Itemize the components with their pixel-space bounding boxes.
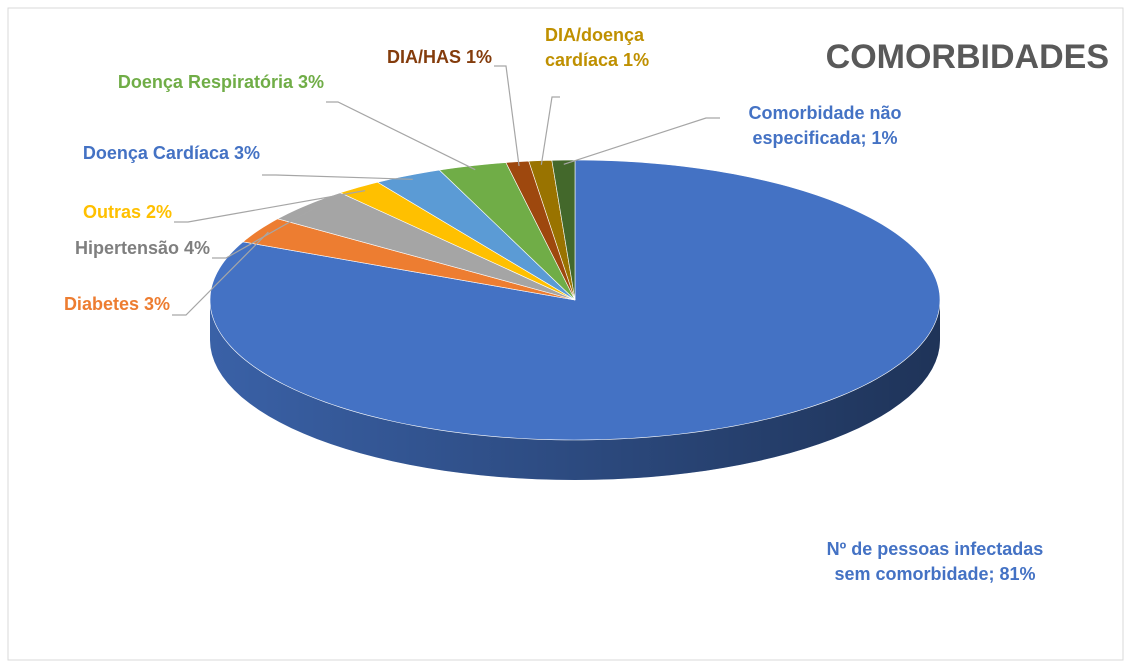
leader-line	[212, 207, 316, 259]
pie-slice: Outras	[339, 181, 576, 301]
data-label: Hipertensão 4%	[74, 238, 210, 258]
data-label: Nº de pessoas infectadas sem comorbidade…	[826, 539, 1044, 584]
pie-slice: Diabetes	[242, 218, 576, 301]
pie-slice: Hipertensão	[276, 192, 576, 301]
pie-slice: Doença Respiratória	[438, 162, 576, 301]
leader-line	[563, 117, 720, 165]
data-label: Outras 2%	[82, 202, 172, 222]
chart-title: COMORBIDADES	[825, 38, 1109, 76]
leader-line	[174, 190, 366, 223]
data-label: DIA/doença cardíaca 1%	[545, 25, 650, 70]
data-label: DIA/HAS 1%	[386, 47, 492, 67]
data-label: Comorbidade não especificada; 1%	[748, 103, 902, 148]
data-label: Doença Respiratória 3%	[117, 72, 324, 92]
leader-line	[540, 96, 560, 165]
leader-line	[494, 65, 520, 166]
pie-slice-side-shade	[210, 300, 940, 480]
leader-line	[262, 174, 413, 180]
data-label: Doença Cardíaca 3%	[82, 143, 260, 163]
leader-line	[326, 101, 476, 171]
data-label: Diabetes 3%	[63, 294, 170, 314]
pie-slice: Doença Cardíaca	[376, 169, 576, 301]
leader-line	[172, 231, 269, 316]
